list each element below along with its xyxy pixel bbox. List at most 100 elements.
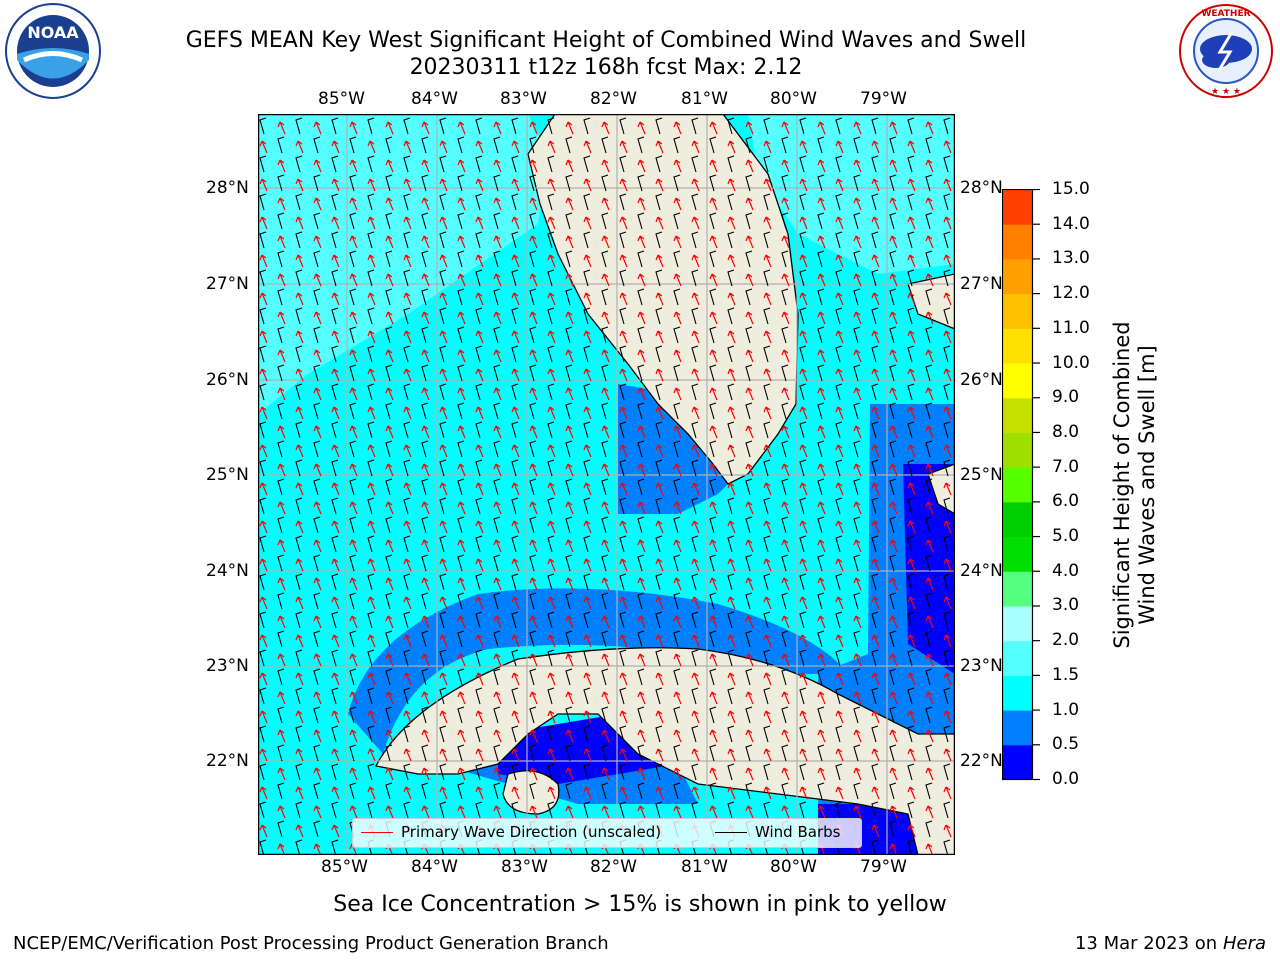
lon-label-bottom-79: 79°W <box>860 857 907 877</box>
wave-direction-arrow <box>565 387 574 401</box>
lon-label-bottom-84: 84°W <box>411 857 458 877</box>
wave-direction-arrow <box>655 672 664 686</box>
wind-barb <box>889 554 897 572</box>
wind-barb <box>673 782 681 800</box>
wind-barb <box>619 649 627 667</box>
wind-barb <box>349 554 357 572</box>
wave-direction-arrow <box>835 444 844 458</box>
wave-direction-arrow <box>781 463 790 477</box>
wave-direction-arrow <box>817 805 826 819</box>
wind-barb <box>943 725 951 743</box>
wind-barb <box>493 592 501 610</box>
wind-barb <box>331 611 339 629</box>
wave-direction-arrow <box>313 501 322 515</box>
wave-direction-arrow <box>673 121 682 135</box>
wind-barb <box>853 250 861 268</box>
wind-barb <box>277 630 285 648</box>
wave-direction-arrow <box>439 368 448 382</box>
wave-direction-arrow <box>367 140 376 154</box>
wind-barb <box>313 288 321 306</box>
wind-barb <box>889 364 897 382</box>
wind-barb <box>853 174 861 192</box>
wave-direction-arrow <box>817 729 826 743</box>
wind-barb <box>421 364 429 382</box>
wind-barb <box>781 516 789 534</box>
wind-barb <box>655 269 663 287</box>
wind-barb <box>349 440 357 458</box>
wind-barb <box>745 288 753 306</box>
wind-barb <box>763 535 771 553</box>
wind-barb <box>763 383 771 401</box>
wind-barb <box>709 744 717 762</box>
wave-direction-arrow <box>439 558 448 572</box>
wind-barb <box>295 269 303 287</box>
wind-barb <box>691 497 699 515</box>
wave-direction-arrow <box>457 349 466 363</box>
wave-direction-arrow <box>601 577 610 591</box>
wind-barb <box>349 402 357 420</box>
wave-direction-arrow <box>871 824 880 838</box>
wind-barb <box>583 307 591 325</box>
wind-barb <box>565 402 573 420</box>
wind-barb <box>763 573 771 591</box>
wave-direction-arrow <box>817 425 826 439</box>
wind-barb <box>907 649 915 667</box>
wave-direction-arrow <box>385 805 394 819</box>
wave-direction-arrow <box>547 368 556 382</box>
wind-barb <box>367 155 375 173</box>
wave-direction-arrow <box>889 311 898 325</box>
wind-barb <box>421 440 429 458</box>
wind-barb <box>673 174 681 192</box>
wind-barb <box>511 611 519 629</box>
wind-barb <box>835 117 843 135</box>
wave-direction-arrow <box>943 178 952 192</box>
wave-direction-arrow <box>871 672 880 686</box>
wind-barb <box>691 231 699 249</box>
wind-barb <box>781 478 789 496</box>
wave-direction-arrow <box>853 653 862 667</box>
wave-direction-arrow <box>637 235 646 249</box>
wave-direction-arrow <box>925 159 934 173</box>
wind-barb <box>655 421 663 439</box>
colorbar-segment <box>1002 571 1033 607</box>
wind-barb <box>367 801 375 819</box>
wind-barb <box>727 231 735 249</box>
wave-direction-arrow <box>511 634 520 648</box>
wave-direction-arrow <box>313 235 322 249</box>
wave-direction-arrow <box>727 786 736 800</box>
wave-direction-arrow <box>493 767 502 781</box>
wave-direction-arrow <box>367 330 376 344</box>
wind-barb <box>439 611 447 629</box>
wave-direction-arrow <box>547 406 556 420</box>
wind-barb <box>907 307 915 325</box>
wind-barb <box>529 478 537 496</box>
wave-direction-arrow <box>727 330 736 344</box>
wave-direction-arrow <box>259 786 268 800</box>
wave-direction-arrow <box>727 216 736 230</box>
wave-direction-arrow <box>529 539 538 553</box>
wave-direction-arrow <box>259 558 268 572</box>
wave-direction-arrow <box>421 235 430 249</box>
wave-direction-arrow <box>655 786 664 800</box>
wind-barb <box>781 592 789 610</box>
wave-direction-arrow <box>817 159 826 173</box>
wind-barb <box>547 535 555 553</box>
wind-barb <box>421 136 429 154</box>
wind-barb <box>367 687 375 705</box>
wind-barb <box>439 421 447 439</box>
wind-barb <box>799 763 807 781</box>
wave-direction-arrow <box>763 140 772 154</box>
wave-direction-arrow <box>439 748 448 762</box>
wave-direction-arrow <box>817 273 826 287</box>
wind-barb <box>709 212 717 230</box>
wave-direction-arrow <box>871 140 880 154</box>
wave-direction-arrow <box>475 786 484 800</box>
wind-barb <box>889 288 897 306</box>
wind-barb <box>817 364 825 382</box>
wave-direction-arrow <box>259 710 268 724</box>
wave-direction-arrow <box>871 330 880 344</box>
wind-barb <box>781 402 789 420</box>
wind-barb <box>745 592 753 610</box>
wind-barb <box>637 630 645 648</box>
wave-direction-arrow <box>583 520 592 534</box>
